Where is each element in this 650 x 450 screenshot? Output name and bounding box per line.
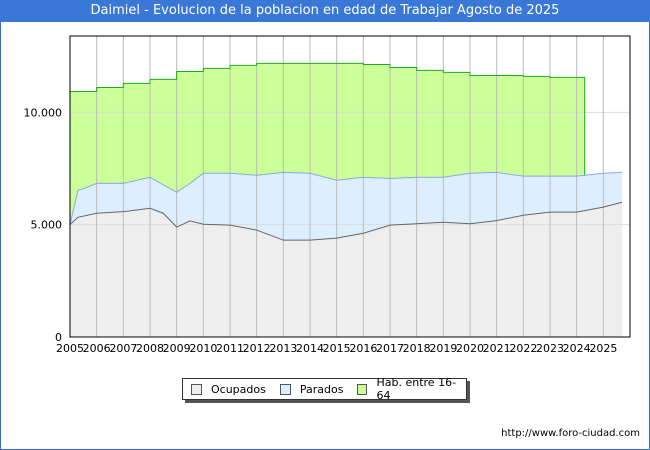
area-ocupados [70, 202, 622, 337]
y-tick-label: 10.000 [24, 106, 63, 119]
x-tick-label: 2015 [323, 342, 351, 355]
x-tick-label: 2011 [216, 342, 244, 355]
x-tick-label: 2010 [189, 342, 217, 355]
legend-swatch [191, 383, 202, 395]
x-tick-label: 2025 [589, 342, 617, 355]
x-tick-label: 2019 [429, 342, 457, 355]
x-tick-label: 2009 [163, 342, 191, 355]
x-tick-label: 2008 [136, 342, 164, 355]
x-tick-label: 2017 [376, 342, 404, 355]
x-tick-label: 2005 [56, 342, 84, 355]
legend-label: Parados [299, 382, 344, 396]
x-tick-label: 2022 [509, 342, 537, 355]
y-tick-label: 0 [55, 331, 62, 344]
x-tick-label: 2012 [243, 342, 271, 355]
legend: Ocupados Parados Hab. entre 16-64 [182, 376, 467, 402]
x-tick-label: 2007 [109, 342, 137, 355]
x-tick-label: 2024 [563, 342, 591, 355]
x-tick-label: 2006 [83, 342, 111, 355]
x-tick-label: 2020 [456, 342, 484, 355]
x-tick-label: 2023 [536, 342, 564, 355]
x-tick-label: 2021 [483, 342, 511, 355]
x-tick-label: 2016 [349, 342, 377, 355]
source-url[interactable]: http://www.foro-ciudad.com [501, 428, 640, 439]
legend-item-ocupados: Ocupados [191, 383, 266, 396]
chart-title: Daimiel - Evolucion de la poblacion en e… [0, 0, 650, 22]
legend-label: Hab. entre 16-64 [376, 376, 457, 402]
line-hab-entre-16-64 [70, 62, 586, 177]
y-tick-label: 5.000 [31, 219, 63, 232]
legend-item-parados: Parados [279, 382, 344, 396]
legend-label: Ocupados [211, 382, 266, 396]
x-tick-label: 2018 [403, 342, 431, 355]
legend-item-hab: Hab. entre 16-64 [357, 376, 460, 402]
x-tick-label: 2014 [296, 342, 324, 355]
line-parados [69, 171, 623, 225]
legend-swatch [357, 383, 368, 395]
line-ocupados [69, 201, 623, 241]
legend-swatch [279, 383, 291, 395]
plot-border [69, 35, 631, 338]
x-tick-label: 2013 [269, 342, 297, 355]
